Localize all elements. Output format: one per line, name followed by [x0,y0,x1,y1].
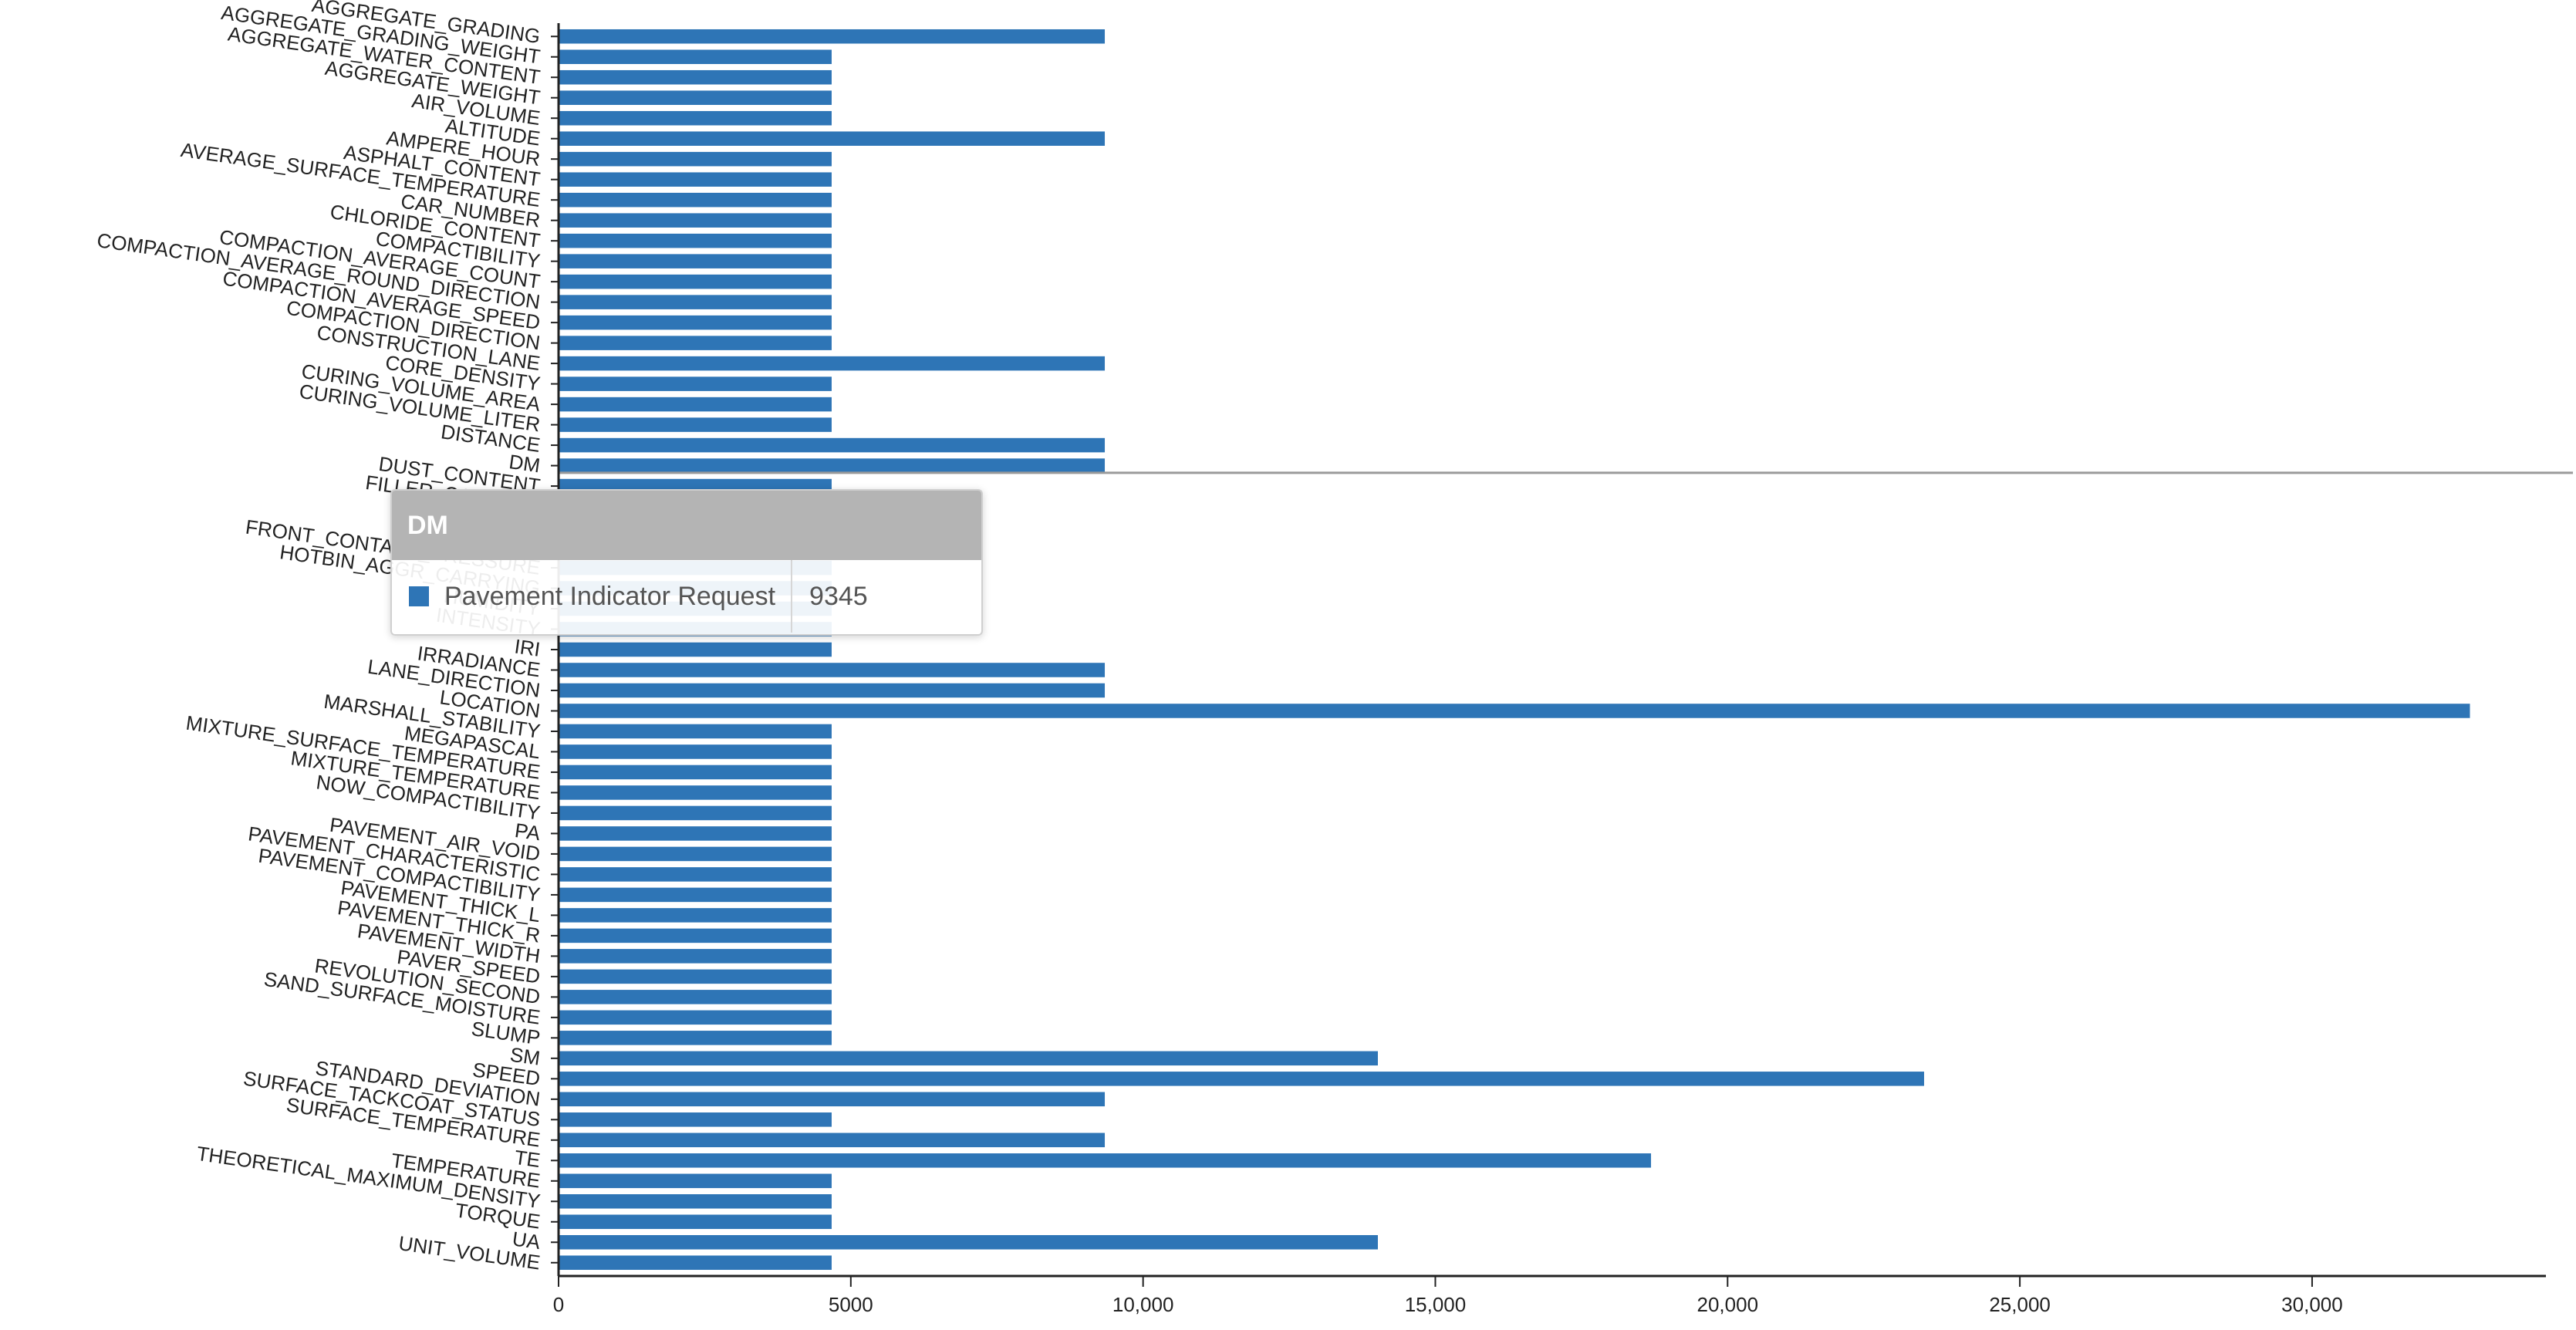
bar-mixture-surface-temperature[interactable] [559,765,832,780]
bar-aggregate-weight[interactable] [559,90,832,105]
x-tick-label: 30,000 [2281,1293,2343,1316]
x-tick-label: 25,000 [1989,1293,2051,1316]
bar-curing-volume-area[interactable] [559,397,832,412]
x-tick-label: 10,000 [1112,1293,1174,1316]
tooltip-title: DM [392,491,981,560]
category-label: DM [508,450,542,477]
bar-distance[interactable] [559,437,1106,453]
bar-pavement-compactibility[interactable] [559,887,832,903]
bar-now-compactibility[interactable] [559,805,832,821]
tooltip-series-name: Pavement Indicator Request [444,560,793,633]
bar-location[interactable] [559,704,2470,718]
bar-speed[interactable] [559,1072,1925,1086]
bar-surface-temperature[interactable] [559,1133,1106,1148]
x-tick-label: 20,000 [1697,1293,1759,1316]
bar-compaction-direction[interactable] [559,336,832,350]
bar-compaction-average-round-direction[interactable] [559,295,832,309]
bar-dm[interactable] [559,458,1106,473]
bar-aggregate-water-content[interactable] [559,69,832,85]
bar-megapascal[interactable] [559,744,832,759]
bar-compaction-average-count[interactable] [559,274,832,289]
bar-sm[interactable] [559,1051,1378,1066]
bar-lane-direction[interactable] [559,683,1106,698]
bar-revolution-second[interactable] [559,990,832,1004]
category-label: PA [513,819,542,845]
bars-group [559,29,2470,1271]
x-tick-label: 0 [553,1293,564,1316]
bar-surface-tackcoat-status[interactable] [559,1112,832,1127]
bar-pa[interactable] [559,826,832,841]
bar-construction-lane[interactable] [559,356,1106,371]
bar-torque[interactable] [559,1214,832,1230]
x-axis-ticks: 0 5000 10,000 15,000 20,000 25,000 30,000 [553,1276,2343,1316]
bar-ua[interactable] [559,1234,1378,1250]
category-labels: AGGREGATE_GRADINGAGGREGATE_GRADING_WEIGH… [96,0,559,1274]
bar-sand-surface-moisture[interactable] [559,1010,832,1025]
tooltip-value: 9345 [809,582,868,611]
bar-aggregate-grading-weight[interactable] [559,49,832,65]
chart-tooltip: DM Pavement Indicator Request 9345 [390,489,983,636]
bar-irradiance[interactable] [559,663,1106,677]
bar-aggregate-grading[interactable] [559,29,1106,44]
bar-air-volume[interactable] [559,110,832,126]
bar-te[interactable] [559,1153,1652,1168]
bar-mixture-temperature[interactable] [559,785,832,800]
bar-curing-volume-liter[interactable] [559,417,832,432]
bar-pavement-width[interactable] [559,949,832,964]
bar-pavement-thick-r[interactable] [559,928,832,943]
bar-theoretical-maximum-density[interactable] [559,1194,832,1209]
bar-slump[interactable] [559,1031,832,1045]
bar-car-number[interactable] [559,213,832,228]
bar-pavement-thick-l[interactable] [559,908,832,923]
category-label: IRI [513,635,542,661]
series-swatch [409,586,429,606]
bar-unit-volume[interactable] [559,1255,832,1271]
bar-core-density[interactable] [559,376,832,391]
bar-pavement-air-void[interactable] [559,846,832,862]
category-label: SM [508,1043,542,1070]
bar-compactibility[interactable] [559,254,832,268]
x-tick-label: 15,000 [1405,1293,1467,1316]
bar-chloride-content[interactable] [559,233,832,248]
bar-pavement-characteristic[interactable] [559,867,832,882]
bar-standard-deviation[interactable] [559,1092,1106,1107]
bar-asphalt-content[interactable] [559,172,832,187]
tooltip-row: Pavement Indicator Request 9345 [392,560,981,633]
bar-compaction-average-speed[interactable] [559,315,832,330]
bar-average-surface-temperature[interactable] [559,192,832,208]
bar-ampere-hour[interactable] [559,151,832,167]
bar-iri[interactable] [559,642,832,657]
bar-marshall-stability[interactable] [559,724,832,739]
category-label: UA [511,1227,542,1254]
bar-paver-speed[interactable] [559,969,832,984]
bar-temperature[interactable] [559,1173,832,1189]
bar-altitude[interactable] [559,131,1106,146]
category-label: TE [513,1146,542,1172]
x-tick-label: 5000 [829,1293,873,1316]
